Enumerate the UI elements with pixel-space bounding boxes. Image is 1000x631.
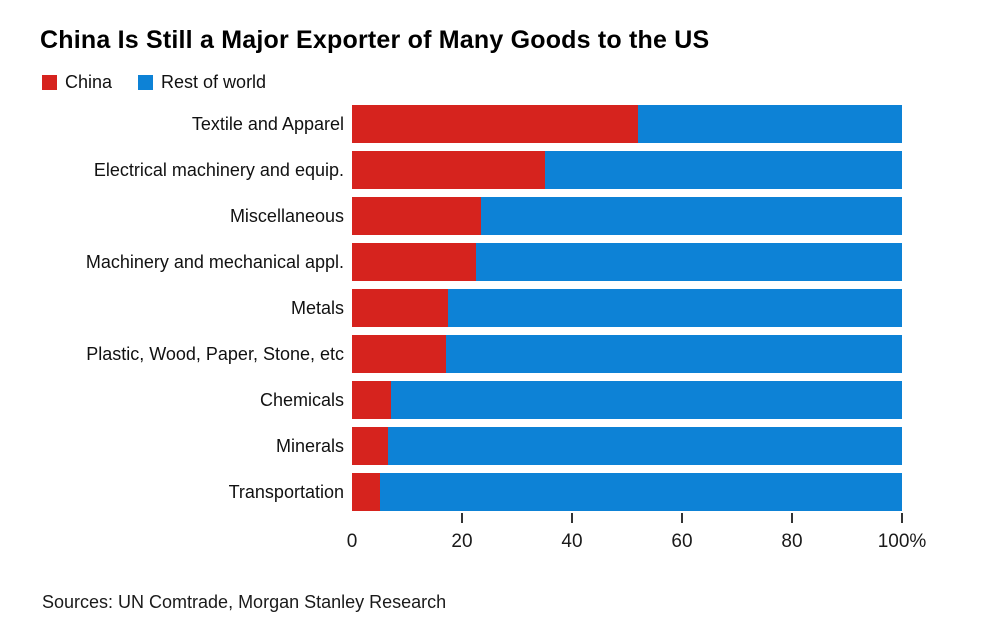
china-bar-segment	[352, 197, 482, 235]
rest-of-world-bar-segment	[481, 197, 902, 235]
stacked-bar	[352, 243, 902, 281]
x-axis-tick-mark	[461, 513, 463, 523]
category-label: Plastic, Wood, Paper, Stone, etc	[86, 343, 344, 364]
legend-label-rest-of-world: Rest of world	[161, 72, 267, 92]
bar-row: Chemicals	[0, 381, 1000, 419]
stacked-bar	[352, 335, 902, 373]
legend-label-china: China	[65, 72, 113, 92]
china-bar-segment	[352, 151, 545, 189]
bar-row: Machinery and mechanical appl.	[0, 243, 1000, 281]
china-bar-segment	[352, 473, 380, 511]
stacked-bar	[352, 105, 902, 143]
bar-row: Textile and Apparel	[0, 105, 1000, 143]
category-label: Metals	[290, 297, 344, 318]
x-axis-tick-mark	[791, 513, 793, 523]
china-bar-segment	[352, 335, 446, 373]
rest-of-world-bar-segment	[445, 335, 902, 373]
category-label: Miscellaneous	[229, 205, 344, 226]
bar-row: Plastic, Wood, Paper, Stone, etc	[0, 335, 1000, 373]
x-axis-tick-mark	[901, 513, 903, 523]
stacked-bar	[352, 151, 902, 189]
legend-item-china: China	[42, 72, 112, 93]
x-axis-tick-label: 100%	[877, 531, 927, 552]
rest-of-world-bar-segment	[448, 289, 902, 327]
bar-row: Miscellaneous	[0, 197, 1000, 235]
china-bar-segment	[352, 243, 476, 281]
china-bar-segment	[352, 105, 638, 143]
x-axis-tick-label: 80	[781, 531, 803, 552]
rest-of-world-bar-segment	[379, 473, 902, 511]
x-axis: 0 20 40 60 80 100%	[347, 511, 926, 566]
category-label: Machinery and mechanical appl.	[85, 251, 344, 272]
rest-of-world-bar-segment	[544, 151, 902, 189]
stacked-bar	[352, 289, 902, 327]
category-label: Chemicals	[259, 389, 344, 410]
x-axis-tick-label: 40	[561, 531, 583, 552]
china-bar-segment	[352, 381, 391, 419]
x-axis-tick-label: 0	[346, 531, 358, 552]
stacked-bar	[352, 381, 902, 419]
bar-chart-area: Textile and Apparel Electrical machinery…	[0, 105, 1000, 519]
category-label: Textile and Apparel	[191, 113, 344, 134]
rest-of-world-color-swatch	[138, 75, 154, 90]
chart-title: China Is Still a Major Exporter of Many …	[40, 26, 710, 54]
rest-of-world-bar-segment	[638, 105, 902, 143]
bar-row: Metals	[0, 289, 1000, 327]
bar-row: Electrical machinery and equip.	[0, 151, 1000, 189]
bar-row: Minerals	[0, 427, 1000, 465]
rest-of-world-bar-segment	[475, 243, 902, 281]
category-label: Transportation	[228, 481, 344, 502]
category-label: Electrical machinery and equip.	[93, 159, 344, 180]
china-bar-segment	[352, 427, 388, 465]
x-axis-tick-label: 20	[451, 531, 473, 552]
legend-item-rest-of-world: Rest of world	[138, 72, 266, 93]
bar-row: Transportation	[0, 473, 1000, 511]
stacked-bar	[352, 197, 902, 235]
chart-legend: China Rest of world	[42, 72, 266, 93]
china-color-swatch	[42, 75, 57, 90]
x-axis-tick-mark	[571, 513, 573, 523]
china-bar-segment	[352, 289, 449, 327]
rest-of-world-bar-segment	[387, 427, 902, 465]
stacked-bar	[352, 473, 902, 511]
rest-of-world-bar-segment	[390, 381, 902, 419]
category-label: Minerals	[275, 435, 344, 456]
source-note: Sources: UN Comtrade, Morgan Stanley Res…	[42, 592, 447, 612]
x-axis-tick-label: 60	[671, 531, 693, 552]
stacked-bar	[352, 427, 902, 465]
x-axis-tick-mark	[681, 513, 683, 523]
